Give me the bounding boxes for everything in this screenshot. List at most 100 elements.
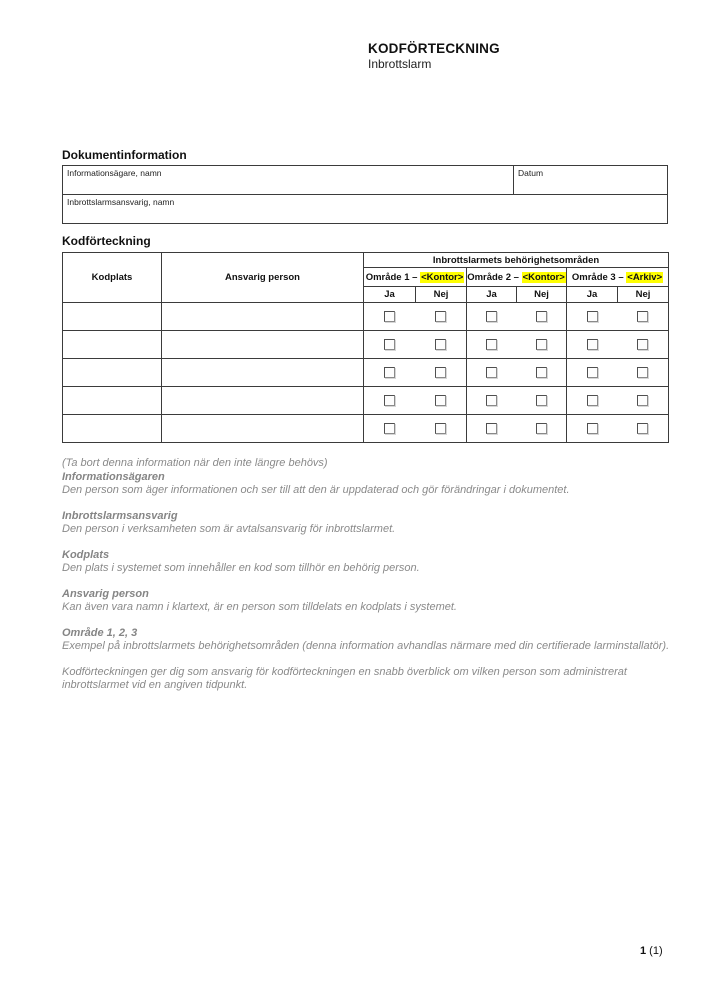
checkbox-cell (466, 358, 517, 387)
area-3-nej-checkbox[interactable] (637, 394, 649, 406)
area-2-nej-checkbox[interactable] (535, 338, 547, 350)
checkbox-cell (466, 302, 517, 331)
area-3-ja-checkbox[interactable] (586, 310, 598, 322)
area-3-ja-checkbox[interactable] (586, 366, 598, 378)
note-section: Kodplats Den plats i systemet som innehå… (62, 549, 688, 576)
area-1-placeholder: <Kontor> (420, 271, 465, 283)
checkbox-cell (363, 386, 416, 415)
table-row (62, 386, 670, 415)
note-heading: Inbrottslarmsansvarig (62, 509, 178, 522)
checkbox-cell (415, 330, 467, 359)
area-2-header: Område 2 – <Kontor> (466, 267, 567, 287)
area-1-ja-checkbox[interactable] (384, 422, 396, 434)
area-3-nej-checkbox[interactable] (637, 366, 649, 378)
area-2-nej-checkbox[interactable] (535, 310, 547, 322)
informationsagare-label: Informationsägare, namn (67, 168, 162, 178)
area-2-nej-header: Nej (516, 286, 567, 303)
checkbox-cell (363, 414, 416, 443)
note-intro: (Ta bort denna information när den inte … (62, 457, 328, 469)
area-1-nej-checkbox[interactable] (435, 394, 447, 406)
kodplats-cell[interactable] (62, 386, 162, 415)
area-2-ja-checkbox[interactable] (486, 338, 498, 350)
table-row (62, 358, 670, 387)
checkbox-cell (617, 386, 670, 415)
area-2-ja-checkbox[interactable] (486, 366, 498, 378)
document-header: KODFÖRTECKNING Inbrottslarm (368, 41, 500, 71)
area-3-nej-checkbox[interactable] (637, 422, 649, 434)
ansvarig-person-cell[interactable] (161, 414, 364, 443)
checkbox-cell (516, 330, 567, 359)
area-1-nej-checkbox[interactable] (435, 366, 447, 378)
note-section: Inbrottslarmsansvarig Den person i verks… (62, 510, 688, 537)
kodplats-cell[interactable] (62, 358, 162, 387)
checkbox-cell (566, 358, 618, 387)
checkbox-cell (566, 302, 618, 331)
datum-field[interactable]: Datum (513, 165, 668, 195)
table-row (62, 414, 670, 443)
informationsagare-field[interactable]: Informationsägare, namn (62, 165, 514, 195)
ansvarig-person-cell[interactable] (161, 358, 364, 387)
column-header-ansvarig-person: Ansvarig person (161, 252, 364, 303)
area-3-header: Område 3 – <Arkiv> (565, 267, 670, 287)
area-2-ja-checkbox[interactable] (486, 422, 498, 434)
area-3-nej-checkbox[interactable] (637, 338, 649, 350)
codelist-table: Kodplats Ansvarig person Inbrottslarmets… (62, 252, 670, 443)
checkbox-cell (415, 358, 467, 387)
area-1-ja-checkbox[interactable] (384, 338, 396, 350)
note-body: Den person som äger informationen och se… (62, 484, 570, 496)
area-2-nej-checkbox[interactable] (535, 394, 547, 406)
checkbox-cell (617, 302, 670, 331)
checkbox-cell (363, 330, 416, 359)
note-body: Exempel på inbrottslarmets behörighetsom… (62, 640, 670, 652)
page-title: KODFÖRTECKNING (368, 41, 500, 56)
kodplats-cell[interactable] (62, 414, 162, 443)
area-2-ja-checkbox[interactable] (486, 394, 498, 406)
area-1-nej-checkbox[interactable] (435, 310, 447, 322)
area-1-header: Område 1 – <Kontor> (363, 267, 467, 287)
page-number: 1 (1) (640, 945, 663, 957)
ansvarig-person-cell[interactable] (161, 302, 364, 331)
note-section: Område 1, 2, 3 Exempel på inbrottslarmet… (62, 627, 688, 654)
note-heading: Kodplats (62, 548, 110, 561)
area-3-ja-checkbox[interactable] (586, 338, 598, 350)
area-1-nej-checkbox[interactable] (435, 338, 447, 350)
note-heading: Område 1, 2, 3 (62, 626, 138, 639)
checkbox-cell (415, 386, 467, 415)
note-body: Den plats i systemet som innehåller en k… (62, 562, 420, 574)
area-3-ja-checkbox[interactable] (586, 394, 598, 406)
docinfo-table: Informationsägare, namn Datum Inbrottsla… (62, 165, 668, 224)
kodplats-cell[interactable] (62, 302, 162, 331)
area-2-ja-checkbox[interactable] (486, 310, 498, 322)
checkbox-cell (466, 414, 517, 443)
ansvarig-person-cell[interactable] (161, 330, 364, 359)
checkbox-cell (566, 414, 618, 443)
area-3-nej-header: Nej (616, 286, 670, 303)
area-1-ja-checkbox[interactable] (384, 310, 396, 322)
inbrottslarmsansvarig-field[interactable]: Inbrottslarmsansvarig, namn (62, 194, 668, 224)
area-3-ja-checkbox[interactable] (586, 422, 598, 434)
page-number-total: (1) (646, 945, 663, 957)
area-3-placeholder: <Arkiv> (626, 271, 664, 283)
column-group-header: Inbrottslarmets behörighetsområden (362, 252, 670, 268)
checkbox-cell (516, 414, 567, 443)
area-1-ja-checkbox[interactable] (384, 366, 396, 378)
area-2-ja-header: Ja (466, 286, 517, 303)
note-heading: Ansvarig person (62, 587, 149, 600)
area-2-nej-checkbox[interactable] (535, 366, 547, 378)
checkbox-cell (617, 330, 670, 359)
area-3-prefix: Område 3 – (571, 271, 627, 283)
kodplats-cell[interactable] (62, 330, 162, 359)
note-section: Informationsägaren Den person som äger i… (62, 471, 688, 498)
area-1-nej-checkbox[interactable] (435, 422, 447, 434)
checkbox-cell (415, 302, 467, 331)
ansvarig-person-cell[interactable] (161, 386, 364, 415)
area-1-prefix: Område 1 – (365, 271, 421, 283)
table-row (62, 302, 670, 331)
area-1-ja-checkbox[interactable] (384, 394, 396, 406)
area-2-placeholder: <Kontor> (521, 271, 566, 283)
area-3-nej-checkbox[interactable] (637, 310, 649, 322)
area-2-nej-checkbox[interactable] (535, 422, 547, 434)
area-1-nej-header: Nej (415, 286, 467, 303)
checkbox-cell (363, 358, 416, 387)
